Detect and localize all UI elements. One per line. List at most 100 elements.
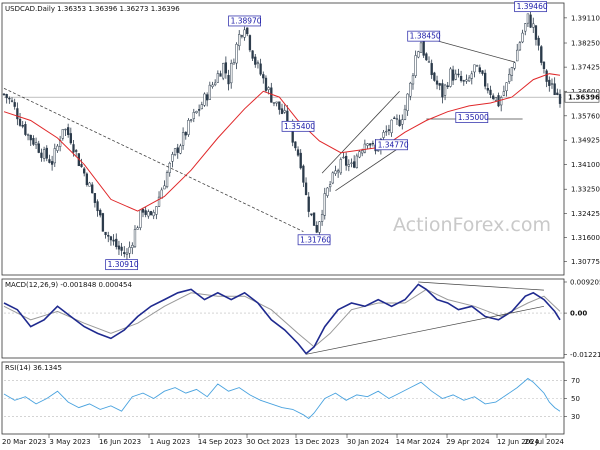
price-trendline [335,143,406,192]
candle-body [117,245,121,250]
candle-body [67,127,70,135]
candle-body [50,161,54,165]
candle-body [353,161,356,168]
candle-body [363,143,367,153]
date-label: 29 Apr 2024 [446,438,490,446]
date-label: 16 Jun 2023 [99,438,141,446]
candle-body [334,170,337,174]
candle-body [173,148,177,156]
candle-body [115,238,118,248]
candle-body [197,109,201,111]
candle-body [168,162,171,173]
price-tick-label: 1.36600 [571,88,600,96]
candle-body [350,162,353,164]
candle-body [406,93,409,111]
candle-body [125,252,129,255]
candle-body [131,245,134,248]
candle-body [133,229,137,248]
macd-header: MACD(12,26,9) -0.001848 0.000454 [5,281,132,289]
candle-body [312,212,316,226]
current-price-label: 1.36396 [568,94,600,102]
price-tick-label: 1.34100 [571,161,600,169]
moving-average-line [3,73,561,212]
macd-trendline [305,305,545,355]
candle-body [80,164,83,168]
candle-body [42,149,46,159]
candle-body [371,142,375,145]
candle-body [53,148,56,164]
candle-body [211,84,214,87]
candle-body [510,67,514,76]
candle-body [454,73,457,80]
price-tick-label: 1.38250 [571,40,600,48]
price-tick-label: 1.30775 [571,258,600,266]
candle-body [441,83,444,98]
candle-body [419,42,423,53]
price-candles [2,10,562,260]
candle-body [553,83,556,96]
candle-body [24,124,27,135]
candle-body [139,209,142,228]
candle-body [144,210,147,215]
candle-body [246,27,249,35]
candle-body [417,51,420,58]
candle-body [2,93,6,95]
macd-tick-label: 0.009205 [570,278,600,286]
candle-body [200,104,203,110]
candle-body [449,68,452,87]
candle-body [29,134,32,141]
price-label-text: 1.39460 [517,2,548,11]
candle-body [243,29,246,38]
price-label-text: 1.31760 [300,235,331,244]
price-panel-frame [1,2,565,276]
candle-body [478,67,481,73]
candle-body [320,214,324,222]
candle-body [61,129,64,139]
candle-body [331,172,334,184]
candle-body [48,159,51,163]
candle-body [187,120,190,135]
macd-tick-label: 0.00 [570,310,587,318]
candle-body [141,209,145,213]
candle-body [179,145,182,154]
candle-body [189,119,193,121]
candle-body [484,72,487,87]
candle-body [446,85,449,88]
candle-body [377,149,380,152]
candle-body [336,170,340,173]
candle-body [26,134,30,136]
candle-body [473,64,476,73]
candle-body [72,144,75,153]
candle-body [489,89,492,95]
candle-body [427,61,431,63]
candle-body [101,213,105,232]
candle-body [395,118,399,120]
price-tick-label: 1.35760 [571,112,600,120]
candle-body [411,75,415,85]
current-price-box [564,91,600,103]
candle-body [83,168,86,174]
price-label-text: 1.34770 [378,140,409,149]
candle-body [206,94,209,101]
price-label-box [228,15,261,27]
price-trendlines [3,36,523,232]
candle-body [123,252,126,255]
candle-body [192,112,195,119]
candle-body [529,14,532,28]
candle-body [109,236,113,241]
candle-body [355,155,358,168]
candle-body [435,80,439,85]
candle-body [382,132,385,138]
candle-body [176,147,179,153]
candle-body [34,142,38,146]
candle-body [508,74,511,82]
candle-body [85,173,89,185]
candle-body [69,133,72,144]
candle-body [184,131,187,136]
candle-body [307,196,310,212]
candle-body [75,150,78,152]
candle-body [425,53,428,61]
date-label: 26 Jul 2024 [524,438,564,446]
candle-body [422,40,425,56]
